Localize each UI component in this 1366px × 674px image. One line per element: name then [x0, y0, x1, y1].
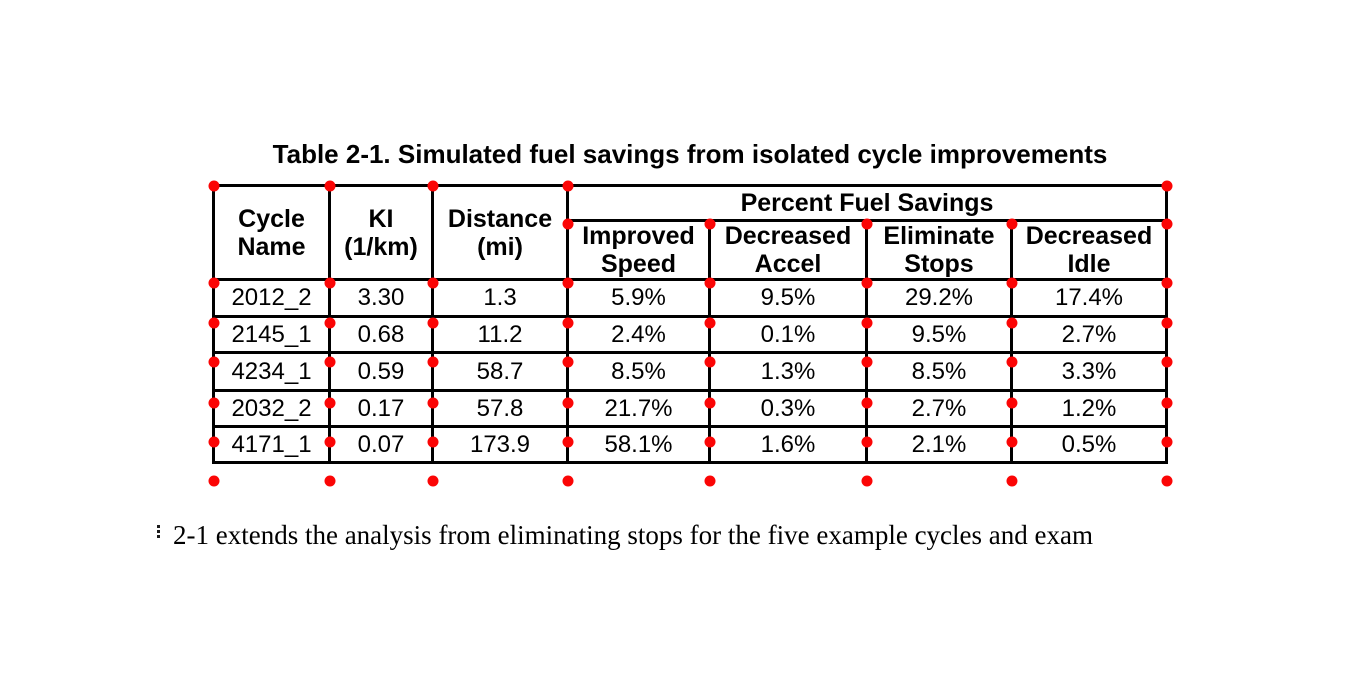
- cell-decreased-accel: 9.5%: [708, 278, 868, 318]
- cell-cycle-name: 4234_1: [212, 351, 331, 392]
- col-header-eliminate-stops: Eliminate Stops: [865, 219, 1013, 281]
- table-subheader-row: Improved Speed Decreased Accel Eliminate…: [214, 219, 1168, 281]
- cell-eliminate-stops: 2.7%: [865, 389, 1013, 428]
- cell-improved-speed: 21.7%: [566, 389, 711, 428]
- cell-distance: 1.3: [431, 278, 569, 318]
- col-header-decreased-idle: Decreased Idle: [1010, 219, 1168, 281]
- cell-distance: 57.8: [431, 389, 569, 428]
- cell-cycle-name: 2012_2: [212, 278, 331, 318]
- corner-dot: [1161, 475, 1173, 487]
- col-group-header-percent-fuel-savings: Percent Fuel Savings: [566, 184, 1168, 222]
- cell-ki: 0.68: [328, 315, 434, 354]
- cell-improved-speed: 8.5%: [566, 351, 711, 392]
- cell-ki: 0.07: [328, 425, 434, 464]
- cell-decreased-accel: 1.3%: [708, 351, 868, 392]
- cell-decreased-idle: 3.3%: [1010, 351, 1168, 392]
- cell-decreased-accel: 0.3%: [708, 389, 868, 428]
- cell-cycle-name: 2145_1: [212, 315, 331, 354]
- cell-eliminate-stops: 9.5%: [865, 315, 1013, 354]
- cell-eliminate-stops: 2.1%: [865, 425, 1013, 464]
- cell-decreased-idle: 17.4%: [1010, 278, 1168, 318]
- cell-decreased-accel: 0.1%: [708, 315, 868, 354]
- cell-decreased-idle: 1.2%: [1010, 389, 1168, 428]
- col-header-ki: KI (1/km): [328, 184, 434, 281]
- cell-ki: 0.17: [328, 389, 434, 428]
- cell-distance: 173.9: [431, 425, 569, 464]
- cell-distance: 58.7: [431, 351, 569, 392]
- corner-dot: [324, 475, 336, 487]
- cell-cycle-name: 2032_2: [212, 389, 331, 428]
- col-header-cycle-name: Cycle Name: [212, 184, 331, 281]
- table-row: 2012_2 3.30 1.3 5.9% 9.5% 29.2% 17.4%: [212, 278, 1168, 318]
- cell-improved-speed: 5.9%: [566, 278, 711, 318]
- cell-decreased-idle: 0.5%: [1010, 425, 1168, 464]
- corner-dot: [1006, 475, 1018, 487]
- table-row: 2145_1 0.68 11.2 2.4% 0.1% 9.5% 2.7%: [212, 315, 1168, 354]
- table-title: Table 2-1. Simulated fuel savings from i…: [272, 139, 1108, 169]
- col-header-improved-speed: Improved Speed: [566, 219, 711, 281]
- cell-ki: 0.59: [328, 351, 434, 392]
- corner-dot: [861, 475, 873, 487]
- table-row: 4234_1 0.59 58.7 8.5% 1.3% 8.5% 3.3%: [212, 351, 1168, 392]
- cell-ki: 3.30: [328, 278, 434, 318]
- cropped-character-fragment: [157, 525, 160, 538]
- corner-dot: [427, 475, 439, 487]
- col-header-decreased-accel: Decreased Accel: [708, 219, 868, 281]
- cell-eliminate-stops: 29.2%: [865, 278, 1013, 318]
- corner-dot: [704, 475, 716, 487]
- cell-decreased-idle: 2.7%: [1010, 315, 1168, 354]
- cell-distance: 11.2: [431, 315, 569, 354]
- corner-dot: [208, 475, 220, 487]
- table-header-row: Cycle Name KI (1/km) Distance (mi) Perce…: [212, 184, 1168, 281]
- cell-improved-speed: 2.4%: [566, 315, 711, 354]
- body-text-fragment: 2-1 extends the analysis from eliminatin…: [173, 520, 1093, 550]
- cell-decreased-accel: 1.6%: [708, 425, 868, 464]
- col-header-distance: Distance (mi): [431, 184, 569, 281]
- cell-eliminate-stops: 8.5%: [865, 351, 1013, 392]
- table-row: 4171_1 0.07 173.9 58.1% 1.6% 2.1% 0.5%: [212, 425, 1168, 464]
- fuel-savings-table: Cycle Name KI (1/km) Distance (mi) Perce…: [212, 184, 1168, 464]
- corner-dot: [562, 475, 574, 487]
- cell-improved-speed: 58.1%: [566, 425, 711, 464]
- table-row: 2032_2 0.17 57.8 21.7% 0.3% 2.7% 1.2%: [212, 389, 1168, 428]
- cell-cycle-name: 4171_1: [212, 425, 331, 464]
